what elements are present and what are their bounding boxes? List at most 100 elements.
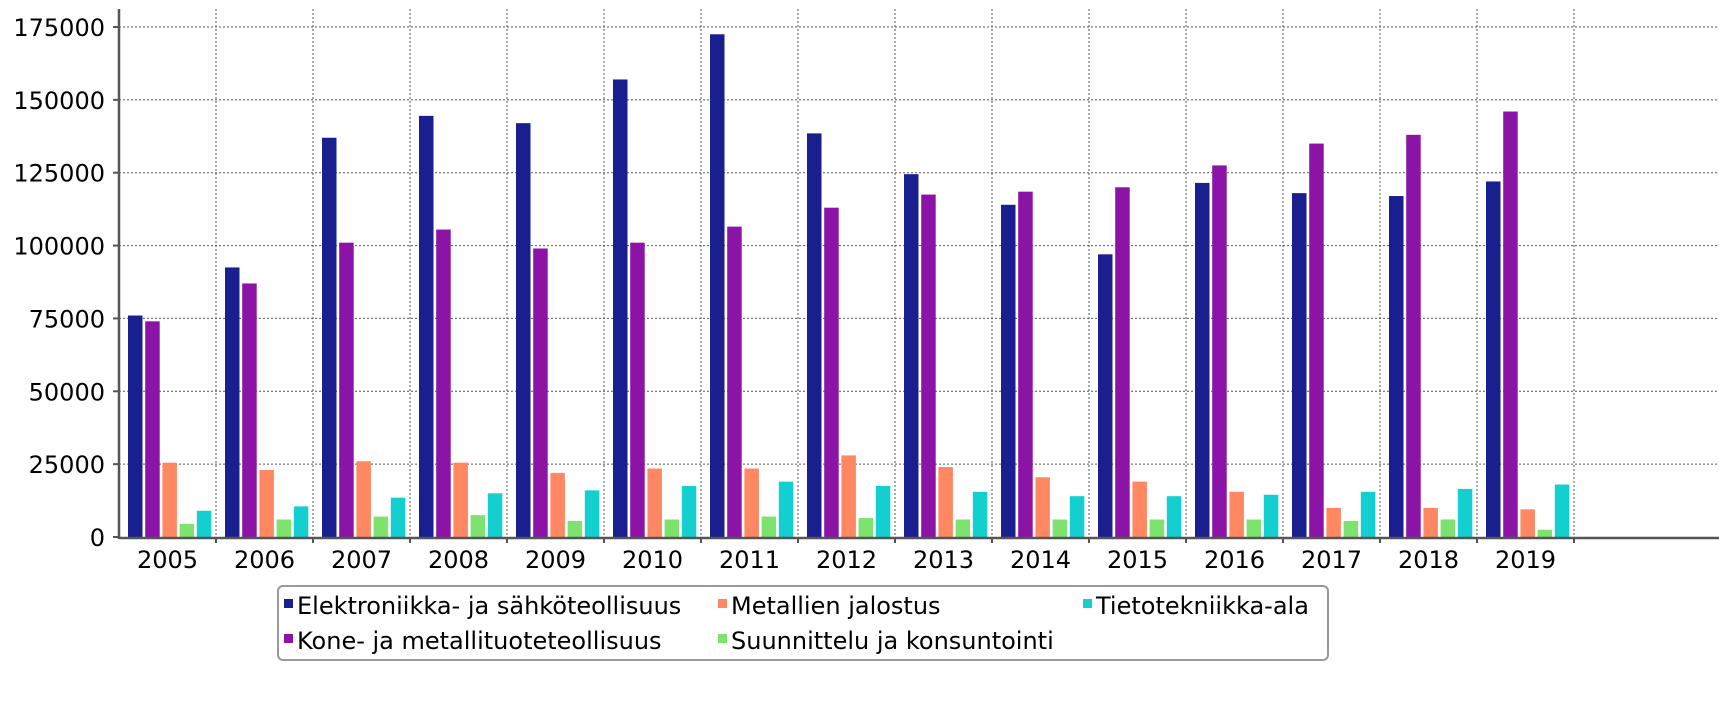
bar-2012-4 bbox=[875, 486, 891, 537]
legend-label: Metallien jalostus bbox=[731, 592, 941, 620]
bar-2005-1 bbox=[145, 321, 160, 537]
bar-2014-2 bbox=[1035, 477, 1050, 537]
legend-swatch bbox=[284, 634, 293, 643]
y-axis-ticks: 0 25000 50000 75000 100000 125000 150000 175000 bbox=[13, 14, 105, 552]
x-tick-label: 2007 bbox=[331, 546, 392, 574]
legend-label: Suunnittelu ja konsuntointi bbox=[731, 627, 1054, 655]
bar-2007-3 bbox=[373, 516, 389, 537]
bar-2014-3 bbox=[1052, 519, 1068, 537]
x-tick-label: 2012 bbox=[816, 546, 877, 574]
bar-2007-1 bbox=[339, 242, 354, 537]
bar-2015-3 bbox=[1149, 519, 1165, 537]
bar-2005-2 bbox=[162, 462, 177, 537]
bar-2013-3 bbox=[955, 519, 971, 537]
bar-2012-3 bbox=[858, 518, 874, 537]
bar-2005-4 bbox=[196, 510, 212, 537]
bar-2019-3 bbox=[1537, 529, 1553, 537]
bar-2011-0 bbox=[710, 34, 725, 538]
x-tick-label: 2016 bbox=[1204, 546, 1265, 574]
bar-2006-1 bbox=[242, 283, 257, 537]
bar-2019-1 bbox=[1503, 111, 1518, 537]
bar-2018-4 bbox=[1457, 488, 1473, 537]
bar-2006-4 bbox=[293, 506, 309, 537]
bar-2017-3 bbox=[1343, 520, 1359, 537]
bar-2009-3 bbox=[567, 520, 583, 537]
x-tick-label: 2005 bbox=[137, 546, 198, 574]
bar-2013-2 bbox=[938, 467, 953, 537]
bar-2012-1 bbox=[824, 207, 839, 537]
legend-swatch bbox=[1083, 599, 1092, 608]
x-tick-label: 2013 bbox=[913, 546, 974, 574]
bar-2015-0 bbox=[1098, 254, 1113, 538]
bar-2008-0 bbox=[419, 115, 434, 537]
y-tick-label: 150000 bbox=[13, 87, 105, 115]
bar-2009-0 bbox=[516, 123, 531, 538]
x-tick-label: 2009 bbox=[525, 546, 586, 574]
bar-2016-3 bbox=[1246, 519, 1262, 537]
legend-label: Kone- ja metallituoteteollisuus bbox=[297, 627, 662, 655]
bar-2014-1 bbox=[1018, 191, 1033, 537]
y-tick-label: 75000 bbox=[29, 305, 105, 333]
x-axis-ticks: 2005 2006 2007 2008 2009 2010 2011 2012 2013 2014… bbox=[137, 546, 1556, 574]
legend-swatch bbox=[718, 634, 727, 643]
bar-2019-4 bbox=[1554, 484, 1570, 537]
bar-2006-3 bbox=[276, 519, 292, 537]
bar-2008-4 bbox=[487, 493, 503, 537]
bar-2010-0 bbox=[613, 79, 628, 537]
bar-2012-2 bbox=[841, 455, 856, 537]
y-tick-label: 25000 bbox=[29, 451, 105, 479]
bar-2015-4 bbox=[1166, 496, 1182, 537]
x-tick-label: 2017 bbox=[1301, 546, 1362, 574]
bar-2018-0 bbox=[1389, 196, 1404, 537]
bar-2013-0 bbox=[904, 174, 919, 537]
bar-2017-1 bbox=[1309, 143, 1324, 538]
bar-2008-1 bbox=[436, 229, 451, 538]
bar-2008-2 bbox=[453, 462, 468, 537]
y-tick-label: 100000 bbox=[13, 233, 105, 261]
bar-2018-3 bbox=[1440, 519, 1456, 537]
bar-2018-2 bbox=[1423, 507, 1438, 537]
y-tick-label: 50000 bbox=[29, 378, 105, 406]
legend: Elektroniikka- ja sähköteollisuus Metalli… bbox=[277, 585, 1329, 661]
bar-2010-3 bbox=[664, 519, 680, 537]
bar-2010-4 bbox=[681, 486, 697, 537]
x-tick-label: 2018 bbox=[1398, 546, 1459, 574]
bar-2009-1 bbox=[533, 248, 548, 537]
bar-2015-2 bbox=[1132, 481, 1147, 537]
bar-2005-0 bbox=[128, 315, 143, 537]
bar-2011-4 bbox=[778, 481, 794, 537]
x-tick-label: 2011 bbox=[719, 546, 780, 574]
bar-2009-2 bbox=[550, 472, 565, 537]
bar-2009-4 bbox=[584, 490, 600, 537]
bar-2016-0 bbox=[1195, 182, 1210, 537]
bar-2012-0 bbox=[807, 133, 822, 537]
bar-2017-2 bbox=[1326, 507, 1341, 537]
bar-2014-0 bbox=[1001, 204, 1016, 537]
grid bbox=[113, 9, 1719, 543]
x-tick-label: 2010 bbox=[622, 546, 683, 574]
bar-2014-4 bbox=[1069, 496, 1085, 537]
bar-2011-2 bbox=[744, 468, 759, 537]
x-tick-label: 2015 bbox=[1107, 546, 1168, 574]
bar-2018-1 bbox=[1406, 134, 1421, 538]
legend-label: Elektroniikka- ja sähköteollisuus bbox=[297, 592, 681, 620]
bar-2019-0 bbox=[1486, 181, 1501, 537]
bar-2011-1 bbox=[727, 226, 742, 537]
bar-2013-4 bbox=[972, 491, 988, 537]
axes bbox=[117, 9, 1719, 540]
x-tick-label: 2019 bbox=[1495, 546, 1556, 574]
bar-2011-3 bbox=[761, 516, 777, 537]
bar-2015-1 bbox=[1115, 187, 1130, 538]
legend-swatch bbox=[718, 599, 727, 608]
bar-2016-1 bbox=[1212, 165, 1227, 537]
legend-label: Tietotekniikka-ala bbox=[1095, 592, 1309, 620]
x-tick-label: 2008 bbox=[428, 546, 489, 574]
bar-2006-2 bbox=[259, 469, 274, 537]
bar-2016-2 bbox=[1229, 491, 1244, 537]
legend-box bbox=[277, 585, 1329, 661]
bar-2007-2 bbox=[356, 461, 371, 537]
bar-2007-4 bbox=[390, 497, 406, 537]
y-tick-label: 175000 bbox=[13, 14, 105, 42]
bar-2010-2 bbox=[647, 468, 662, 537]
bars bbox=[128, 34, 1570, 538]
